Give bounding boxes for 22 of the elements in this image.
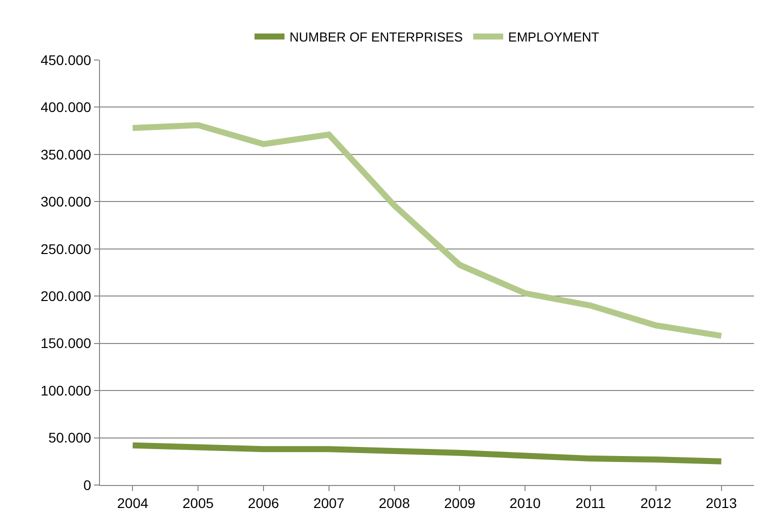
legend-label: EMPLOYMENT xyxy=(508,30,600,45)
x-tick-label: 2007 xyxy=(313,494,345,511)
y-tick-label: 150.000 xyxy=(40,335,92,352)
y-tick-label: 400.000 xyxy=(40,99,92,116)
y-tick-label: 50.000 xyxy=(48,430,92,446)
x-tick-label: 2004 xyxy=(117,494,148,511)
x-tick-label: 2011 xyxy=(575,494,606,511)
y-tick-label: 100.000 xyxy=(40,382,92,398)
y-tick-label: 0 xyxy=(83,476,92,493)
x-tick-label: 2010 xyxy=(510,494,541,511)
y-tick-label: 450.000 xyxy=(40,52,92,68)
x-tick-label: 2013 xyxy=(706,494,738,511)
legend-label: NUMBER OF ENTERPRISES xyxy=(290,30,464,45)
x-tick-label: 2008 xyxy=(378,494,410,511)
y-tick-label: 250.000 xyxy=(40,240,92,257)
x-tick-label: 2006 xyxy=(248,494,280,511)
x-tick-label: 2005 xyxy=(182,494,214,511)
x-tick-label: 2009 xyxy=(444,494,476,511)
y-tick-label: 300.000 xyxy=(40,194,92,210)
y-tick-label: 350.000 xyxy=(40,146,92,162)
x-tick-label: 2012 xyxy=(640,494,672,511)
y-tick-label: 200.000 xyxy=(40,288,92,304)
